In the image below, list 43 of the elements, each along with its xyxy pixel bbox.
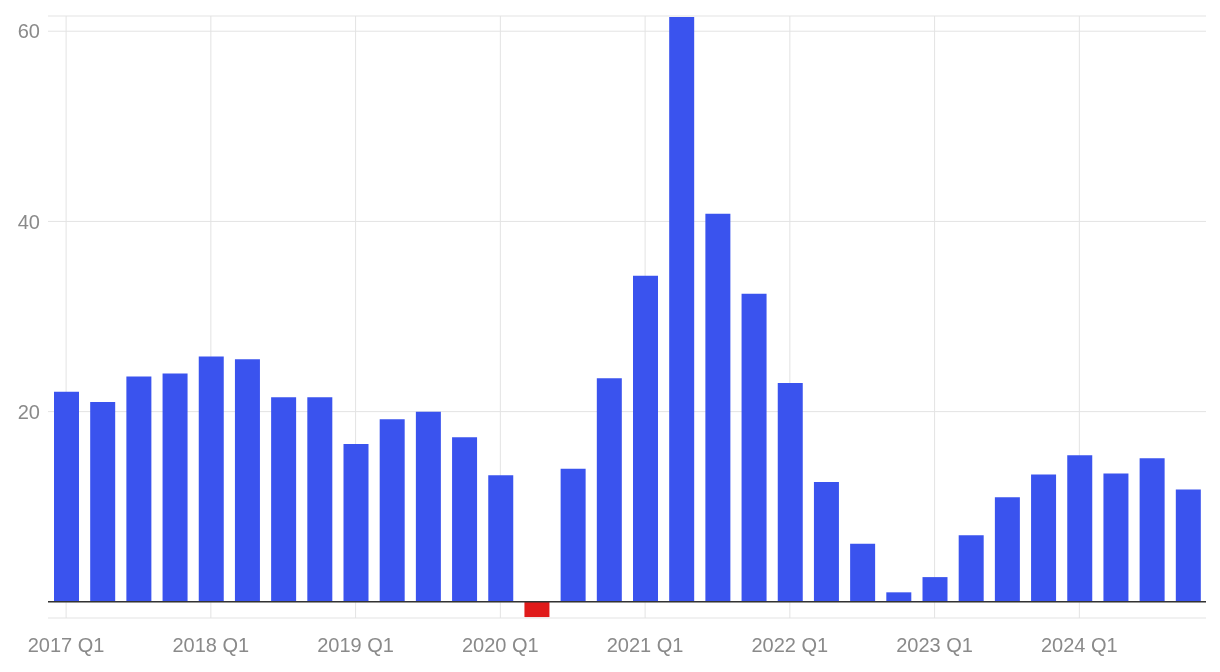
bar xyxy=(415,411,441,602)
x-tick-label: 2018 Q1 xyxy=(172,634,250,657)
bar xyxy=(343,443,369,602)
bar xyxy=(886,592,912,602)
bar xyxy=(633,275,658,602)
bar xyxy=(234,359,260,602)
bar xyxy=(1175,489,1201,602)
bar xyxy=(90,402,116,602)
x-tick-label: 2023 Q1 xyxy=(896,634,973,657)
bar xyxy=(271,397,297,602)
bar xyxy=(162,373,188,602)
bar xyxy=(1139,458,1165,602)
bar xyxy=(524,601,550,618)
bar xyxy=(307,397,333,602)
bar xyxy=(1031,474,1057,602)
y-tick-label: 20 xyxy=(17,400,40,423)
bar xyxy=(922,577,948,602)
bar xyxy=(741,293,767,602)
x-tick-label: 2017 Q1 xyxy=(27,634,105,657)
x-tick-label: 2019 Q1 xyxy=(317,634,394,657)
bar xyxy=(596,378,622,602)
bar xyxy=(705,213,731,602)
bar xyxy=(813,482,839,602)
bar xyxy=(850,543,876,602)
y-tick-label: 60 xyxy=(17,20,40,43)
bar xyxy=(126,376,152,602)
bar xyxy=(198,356,224,602)
bar xyxy=(560,468,586,602)
bar xyxy=(488,475,514,602)
bar xyxy=(994,497,1020,602)
x-tick-label: 2022 Q1 xyxy=(751,634,829,657)
bar xyxy=(777,383,803,602)
x-tick-label: 2020 Q1 xyxy=(461,634,539,657)
bar xyxy=(1067,455,1093,602)
bar xyxy=(958,535,984,602)
x-tick-label: 2024 Q1 xyxy=(1040,634,1118,657)
bar xyxy=(379,419,405,602)
bar xyxy=(452,437,478,602)
bar xyxy=(54,391,79,602)
bar xyxy=(669,16,695,602)
x-tick-label: 2021 Q1 xyxy=(606,634,684,657)
bar xyxy=(1103,473,1129,602)
y-tick-label: 40 xyxy=(17,210,40,233)
